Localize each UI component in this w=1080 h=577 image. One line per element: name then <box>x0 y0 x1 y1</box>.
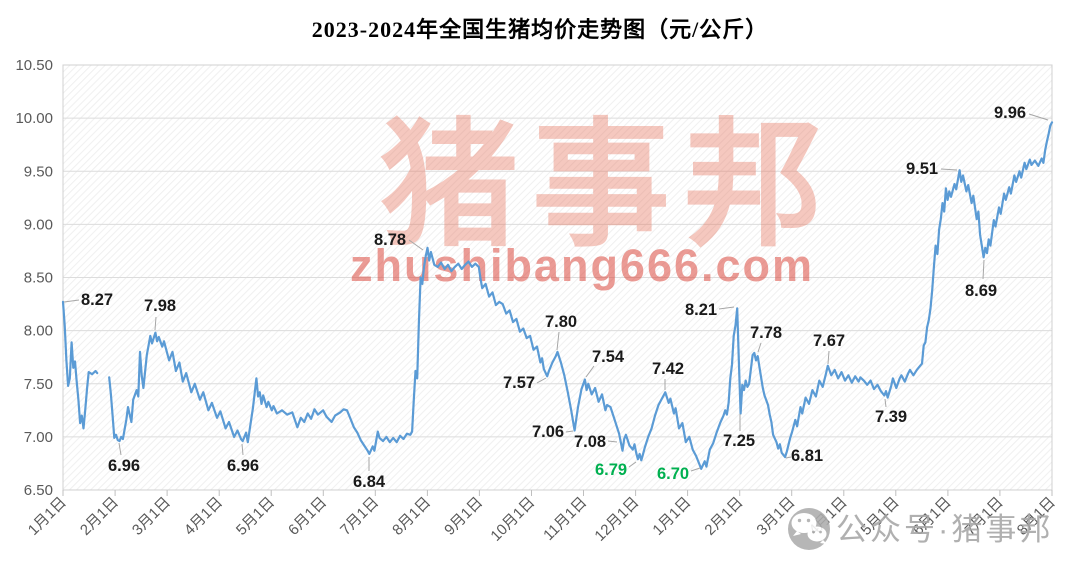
annotation-value: 7.42 <box>652 360 684 378</box>
annotation-value: 7.54 <box>592 348 625 366</box>
y-axis-label: 9.50 <box>24 163 53 180</box>
price-line <box>108 121 1054 470</box>
annotation-leader <box>785 456 792 459</box>
annotation-value: 7.80 <box>545 313 577 331</box>
annotation-value: 7.08 <box>574 433 606 451</box>
x-axis-label: 9月1日 <box>441 494 486 539</box>
annotation-leader <box>757 342 762 353</box>
annotation-leader <box>556 331 560 351</box>
annotation-value: 6.96 <box>108 457 140 475</box>
x-axis-label: 8月1日 <box>389 494 434 539</box>
x-axis-label: 4月1日 <box>181 494 226 539</box>
x-axis-label: 1月1日 <box>25 494 70 539</box>
chart-title: 2023-2024年全国生猪均价走势图（元/公斤） <box>311 17 769 42</box>
annotation-value: 7.06 <box>532 423 564 441</box>
annotation-leader <box>982 259 985 280</box>
x-axis-label: 2月1日 <box>701 494 746 539</box>
annotation-leader <box>241 443 244 456</box>
annotation-leader <box>565 430 574 433</box>
x-axis-label: 2月1日 <box>77 494 122 539</box>
annotation-value: 6.79 <box>595 461 627 479</box>
annotation-value: 6.81 <box>791 447 823 465</box>
x-axis-label: 5月1日 <box>233 494 278 539</box>
y-axis-label: 8.00 <box>24 323 53 340</box>
annotation-value: 7.98 <box>144 297 176 315</box>
y-axis-label: 7.00 <box>24 429 53 446</box>
annotation-leader <box>940 168 958 171</box>
y-axis-label: 8.50 <box>24 270 53 287</box>
annotation-value: 6.96 <box>227 457 259 475</box>
annotation-value: 8.21 <box>685 301 717 319</box>
annotation-value: 7.25 <box>723 432 755 450</box>
annotation-leader <box>607 440 618 443</box>
annotation-value: 8.27 <box>81 291 113 309</box>
annotation-value: 7.39 <box>875 408 907 426</box>
annotation-value: 6.70 <box>657 465 689 483</box>
annotation-leader <box>585 365 595 378</box>
y-axis-label: 10.50 <box>15 57 53 74</box>
plot-border <box>62 64 1053 491</box>
annotation-value: 9.51 <box>906 160 938 178</box>
x-axis-label: 6月1日 <box>285 494 330 539</box>
x-axis-label: 10月1日 <box>487 494 538 545</box>
annotation-value: 8.69 <box>965 282 997 300</box>
grid-layer: 10.5010.009.509.008.508.007.507.006.501月… <box>15 57 1058 545</box>
watermark-brand-text: 猪事邦 <box>380 109 836 263</box>
annotation-leader <box>536 377 547 384</box>
annotation-leader <box>718 306 735 310</box>
footer-watermark: 公众号·猪事邦 <box>788 508 1053 550</box>
x-axis-label: 1月1日 <box>649 494 694 539</box>
annotation-leader <box>118 442 122 456</box>
watermark-center: 猪事邦 zhushibang666.com <box>350 109 836 291</box>
annotation-value: 8.78 <box>374 231 406 249</box>
wechat-icon <box>788 508 830 550</box>
y-axis-label: 6.50 <box>24 482 53 499</box>
y-axis-label: 10.00 <box>15 110 53 127</box>
annotation-leader <box>690 467 701 472</box>
annotation-layer: 8.27 7.98 6.96 6.96 6.84 8.78 7.57 7.80 7.06 7.54… <box>63 104 1049 491</box>
annotation-leader <box>154 316 157 331</box>
annotation-value: 6.84 <box>353 473 386 491</box>
annotation-leader <box>628 461 637 468</box>
annotation-leader <box>1028 113 1049 121</box>
x-axis-label: 7月1日 <box>337 494 382 539</box>
annotation-leader <box>827 350 830 365</box>
price-line <box>61 300 99 430</box>
y-axis-label: 7.50 <box>24 376 53 393</box>
annotation-leader <box>63 299 80 303</box>
x-axis-label: 3月1日 <box>129 494 174 539</box>
annotation-value: 7.78 <box>750 324 782 342</box>
annotation-leader <box>884 398 887 408</box>
x-axis-label: 12月1日 <box>591 494 642 545</box>
x-axis-label: 11月1日 <box>540 494 590 544</box>
annotation-value: 9.96 <box>994 104 1026 122</box>
annotation-leader <box>408 239 424 251</box>
footer-watermark-text: 公众号·猪事邦 <box>836 512 1053 547</box>
annotation-value: 7.57 <box>503 374 535 392</box>
y-axis-label: 9.00 <box>24 216 53 233</box>
series-layer <box>61 121 1054 470</box>
annotation-value: 7.67 <box>813 332 845 350</box>
